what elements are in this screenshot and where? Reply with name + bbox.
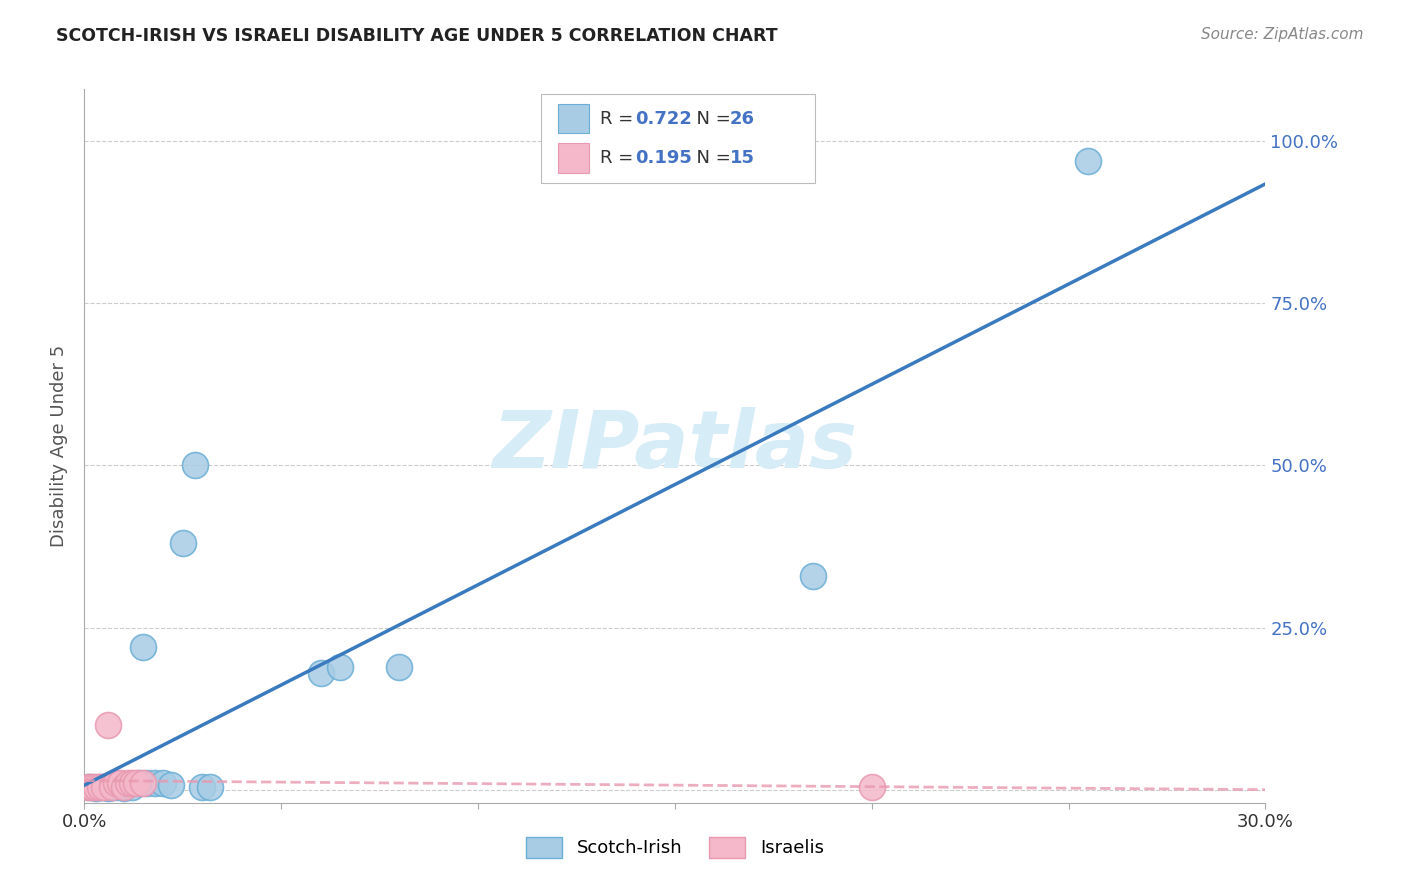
- Point: [801, 568, 824, 582]
- Legend: Scotch-Irish, Israelis: Scotch-Irish, Israelis: [519, 830, 831, 865]
- Point: [183, 458, 205, 473]
- Text: ZIPatlas: ZIPatlas: [492, 407, 858, 485]
- Point: [121, 780, 143, 794]
- Text: 0.195: 0.195: [636, 149, 692, 167]
- Point: [89, 780, 111, 794]
- Point: [191, 780, 214, 794]
- Text: R =: R =: [600, 149, 640, 167]
- Point: [117, 776, 139, 790]
- Text: N =: N =: [685, 149, 737, 167]
- Point: [101, 780, 124, 794]
- Point: [388, 659, 411, 673]
- Point: [309, 666, 332, 681]
- Point: [172, 536, 194, 550]
- Text: R =: R =: [600, 110, 640, 128]
- Text: 0.722: 0.722: [636, 110, 692, 128]
- Point: [104, 780, 127, 795]
- Point: [97, 780, 120, 795]
- Point: [93, 780, 115, 795]
- Point: [108, 776, 131, 790]
- Text: N =: N =: [685, 110, 737, 128]
- Text: 26: 26: [730, 110, 755, 128]
- Text: Source: ZipAtlas.com: Source: ZipAtlas.com: [1201, 27, 1364, 42]
- Point: [329, 659, 352, 673]
- Point: [124, 776, 146, 790]
- Point: [160, 778, 183, 792]
- Point: [143, 776, 166, 790]
- Text: 15: 15: [730, 149, 755, 167]
- Point: [93, 780, 115, 794]
- Point: [104, 776, 127, 790]
- Point: [132, 776, 155, 790]
- Point: [101, 780, 124, 794]
- Point: [136, 776, 159, 790]
- Point: [112, 780, 135, 795]
- Point: [82, 780, 104, 794]
- Point: [132, 640, 155, 654]
- Point: [108, 779, 131, 793]
- Point: [84, 780, 107, 795]
- Point: [128, 776, 150, 790]
- Point: [77, 780, 100, 794]
- Point: [84, 780, 107, 794]
- Text: SCOTCH-IRISH VS ISRAELI DISABILITY AGE UNDER 5 CORRELATION CHART: SCOTCH-IRISH VS ISRAELI DISABILITY AGE U…: [56, 27, 778, 45]
- Point: [860, 780, 883, 794]
- Point: [200, 780, 222, 794]
- Point: [152, 776, 174, 790]
- Point: [97, 718, 120, 732]
- Point: [121, 776, 143, 790]
- Point: [77, 780, 100, 794]
- Point: [112, 780, 135, 794]
- Point: [89, 780, 111, 795]
- Point: [1077, 153, 1099, 168]
- Point: [82, 780, 104, 795]
- Y-axis label: Disability Age Under 5: Disability Age Under 5: [51, 345, 69, 547]
